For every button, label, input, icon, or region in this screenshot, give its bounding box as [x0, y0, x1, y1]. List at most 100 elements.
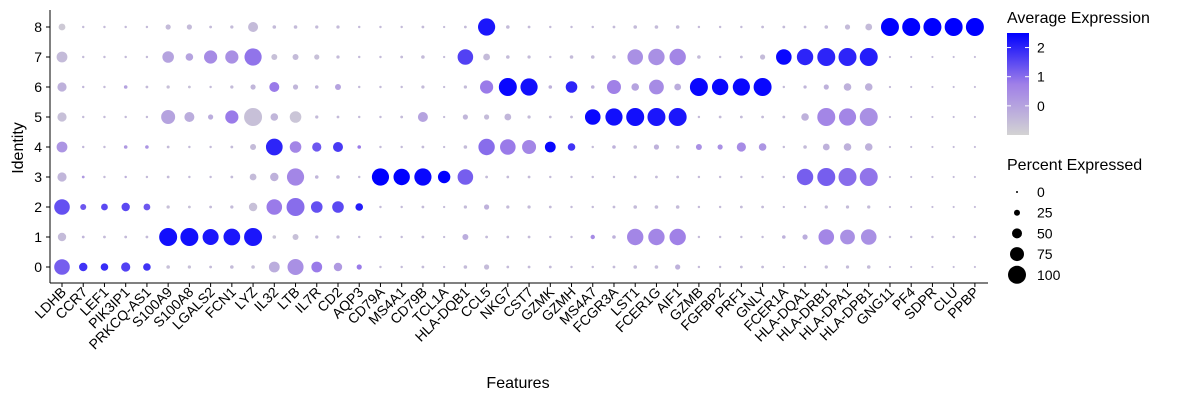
dot	[973, 145, 976, 149]
dot	[548, 265, 552, 269]
dot	[612, 235, 616, 239]
dot	[379, 115, 382, 119]
dot	[838, 108, 857, 126]
dot	[817, 108, 836, 126]
dot	[823, 84, 829, 90]
dot	[910, 85, 913, 89]
dot	[442, 85, 446, 89]
dot	[103, 25, 106, 29]
dot	[740, 175, 743, 179]
dot	[675, 264, 681, 270]
size-legend-title: Percent Expressed	[1007, 157, 1142, 174]
dot	[292, 234, 299, 240]
dot	[761, 25, 764, 29]
dot	[506, 55, 510, 59]
dot	[204, 50, 218, 64]
dot	[718, 25, 722, 29]
dot	[527, 205, 531, 209]
dot	[100, 263, 109, 271]
dot	[867, 205, 871, 209]
dot	[866, 265, 871, 269]
dot	[209, 175, 212, 179]
dot	[187, 85, 191, 89]
dot	[973, 115, 976, 119]
dot	[265, 138, 283, 156]
dot	[838, 48, 857, 66]
dot	[612, 205, 616, 209]
dot	[952, 205, 955, 209]
dot	[209, 85, 212, 89]
dot	[393, 168, 410, 186]
dot	[250, 84, 256, 90]
dot	[400, 145, 403, 149]
dot	[739, 115, 743, 119]
dot	[824, 205, 828, 209]
dot	[590, 85, 595, 89]
dot	[145, 25, 149, 29]
dot	[888, 145, 892, 149]
dot	[591, 145, 594, 149]
dot	[931, 235, 934, 239]
dot	[442, 205, 446, 209]
dot	[843, 83, 852, 91]
dot	[697, 265, 701, 269]
dot	[314, 85, 319, 89]
dot	[463, 205, 468, 209]
dot	[549, 25, 552, 29]
y-tick-label: 0	[34, 259, 42, 275]
dot	[776, 49, 792, 65]
dot	[209, 25, 213, 29]
dot	[931, 145, 934, 149]
dot	[570, 115, 573, 119]
dot	[840, 229, 855, 245]
dot	[801, 113, 809, 121]
dot	[80, 204, 87, 210]
dot	[845, 265, 850, 269]
dot	[400, 205, 403, 209]
dot	[357, 145, 362, 149]
dot	[910, 175, 913, 179]
dot	[802, 234, 808, 240]
dot	[379, 25, 382, 29]
dot	[251, 265, 255, 269]
dot	[244, 48, 262, 66]
dot	[223, 228, 241, 246]
dot	[753, 78, 772, 96]
dot	[654, 205, 659, 209]
dot	[332, 201, 344, 213]
color-tick-label: 2	[1037, 40, 1045, 56]
dot	[689, 78, 708, 96]
dot	[400, 85, 403, 89]
dot	[527, 115, 531, 119]
dot	[161, 110, 176, 124]
dot	[739, 265, 743, 269]
dot	[931, 55, 934, 59]
dot	[462, 114, 468, 120]
dot	[293, 25, 298, 29]
dot	[591, 25, 594, 29]
dot	[81, 175, 85, 179]
dot	[544, 141, 556, 153]
size-key-label: 0	[1037, 184, 1045, 200]
dot	[145, 235, 149, 239]
dot	[124, 55, 127, 59]
dot	[145, 115, 149, 119]
dot	[909, 235, 913, 239]
dot	[480, 80, 494, 94]
dot	[570, 265, 573, 269]
dot	[931, 115, 934, 119]
dot	[931, 265, 934, 269]
y-tick-label: 7	[34, 49, 42, 65]
dot	[225, 50, 239, 64]
dot	[965, 18, 984, 36]
dot	[627, 228, 644, 246]
dot	[759, 54, 766, 60]
dot	[717, 144, 723, 150]
dot	[612, 25, 616, 29]
dot	[54, 259, 70, 275]
dot	[314, 175, 319, 179]
dot	[462, 234, 469, 240]
dot	[244, 228, 263, 246]
dot	[442, 235, 446, 239]
